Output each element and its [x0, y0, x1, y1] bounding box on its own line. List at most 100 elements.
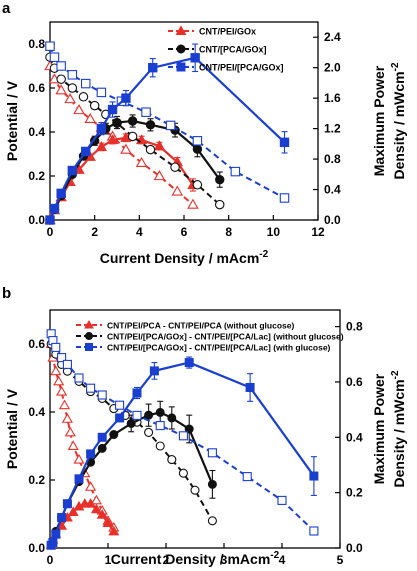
power-point [153, 140, 166, 151]
legend-marker [176, 62, 186, 72]
power-point [309, 471, 319, 481]
polarization-point [49, 52, 60, 62]
power-point [126, 418, 136, 428]
polarization-point [96, 87, 107, 98]
x-tick-label: 2 [163, 553, 170, 567]
polarization-point [141, 107, 151, 117]
polarization-point [56, 385, 68, 396]
power-point [121, 93, 131, 103]
power-point [74, 474, 84, 484]
polarization-point [67, 70, 78, 80]
polarization-point [86, 383, 96, 393]
y2-tick-label: 1.6 [324, 91, 341, 105]
polarization-point [279, 193, 290, 203]
panel-b-ticks: 0 1 2 3 4 50.00.20.40.60.00.20.40.60.8 [28, 320, 363, 567]
y-tick-label: 0.6 [28, 81, 45, 95]
y2-tick-label: 1.2 [324, 122, 341, 136]
panel-b: b 0 1 2 3 4 50.00.20.40.60.00.20.40.60.8 Curr… [2, 285, 407, 567]
polarization-point [309, 526, 319, 536]
polarization-point [242, 472, 252, 482]
polarization-point [89, 100, 100, 111]
polarization-point [207, 448, 217, 458]
x-tick-label: 4 [279, 553, 286, 567]
power-point [145, 120, 156, 130]
polarization-point [132, 410, 142, 420]
panel-b-legend: CNT/PEI/PCA - CNT/PEI/PCA (without gluco… [76, 319, 344, 353]
polarization-point [277, 495, 287, 505]
polarization-point [170, 162, 180, 172]
y2-tick-label: 0.0 [324, 213, 341, 227]
power-point [102, 517, 114, 528]
x-tick-label: 3 [221, 553, 228, 567]
polarization-point [178, 431, 188, 441]
polarization-point [62, 359, 72, 369]
power-point [95, 141, 108, 152]
polarization-point [190, 485, 200, 495]
power-point [85, 498, 97, 508]
y-tick-label: 0.8 [28, 37, 45, 51]
legend-entry: CNT/PEI/[PCA/GOx] [168, 62, 284, 73]
y-tick-label: 0.2 [28, 169, 45, 183]
x-tick-label: 8 [225, 225, 232, 239]
y2-tick-label: 2.0 [324, 61, 341, 75]
polarization-point [58, 399, 71, 410]
x-tick-label: 1 [105, 553, 112, 567]
y-tick-label: 0.2 [28, 473, 45, 487]
power-point [155, 407, 165, 417]
y-tick-label: 0.6 [28, 337, 45, 351]
power-point [107, 104, 118, 115]
polarization-point [178, 468, 188, 478]
polarization-line [50, 333, 315, 532]
polarization-point [73, 453, 85, 464]
polarization-point [207, 516, 217, 526]
power-point [62, 499, 72, 509]
x-tick-label: 10 [267, 225, 281, 239]
legend-entry: CNT/PEI/[PCA/GOx] - CNT/PEI/[PCA/Lac] (w… [76, 343, 331, 353]
polarization-point [192, 136, 203, 146]
legend-label: CNT/[PCA/GOx] [199, 45, 267, 55]
panel-b-letter: b [2, 285, 11, 302]
power-point [148, 62, 158, 73]
power-point [48, 537, 58, 547]
panel-b-series [45, 329, 319, 550]
legend-marker [85, 343, 93, 351]
polarization-point [135, 156, 148, 167]
panel-a-legend: CNT/PEI/GOx CNT/[PCA/GOx] CNT/PEI/[PCA/GOx… [168, 25, 284, 73]
polarization-point [50, 365, 62, 376]
polarization-point [74, 373, 84, 383]
panel-a-y-axis-title: Potential / V [4, 80, 20, 161]
legend-label: CNT/PEI/[PCA/GOx] [199, 63, 284, 73]
power-point [184, 424, 194, 434]
power-point [115, 413, 125, 423]
power-point [96, 123, 107, 134]
polarization-point [145, 144, 156, 155]
legend-marker [85, 332, 93, 340]
legend-entry: CNT/PEI/PCA - CNT/PEI/PCA (without gluco… [76, 319, 294, 331]
panel-a-letter: a [2, 0, 11, 17]
polarization-point [192, 180, 203, 190]
power-point [51, 529, 61, 539]
polarization-point [67, 83, 78, 93]
power-series-cnt-pei-pca-gox [45, 43, 290, 225]
polarization-point [56, 74, 66, 84]
power-point [96, 509, 108, 519]
polarization-point [61, 413, 73, 423]
power-point [86, 449, 96, 459]
polarization-point [57, 353, 67, 363]
power-point [190, 53, 200, 63]
panel-b-y2-axis-title-line2: Density / mWcm-2 [390, 370, 407, 487]
power-point [45, 215, 55, 225]
polarization-point [51, 342, 61, 352]
legend-label: CNT/PEI/[PCA/GOx] - CNT/PEI/[PCA/Lac] (w… [107, 343, 331, 353]
y2-tick-label: 0.4 [346, 430, 363, 444]
polarization-point [115, 400, 125, 410]
power-series-cnt-pei-pca-gox-cnt-pei-pca-lac-without- [46, 400, 217, 550]
y-tick-label: 0.4 [28, 125, 45, 139]
y2-tick-label: 0.8 [324, 152, 341, 166]
y-tick-label: 0.4 [28, 405, 45, 419]
y2-tick-label: 0.0 [346, 541, 363, 555]
panel-b-x-axis-title: Current Density / mAcm-2 [111, 550, 280, 567]
polarization-point [85, 481, 97, 491]
y2-tick-label: 2.4 [324, 30, 341, 44]
